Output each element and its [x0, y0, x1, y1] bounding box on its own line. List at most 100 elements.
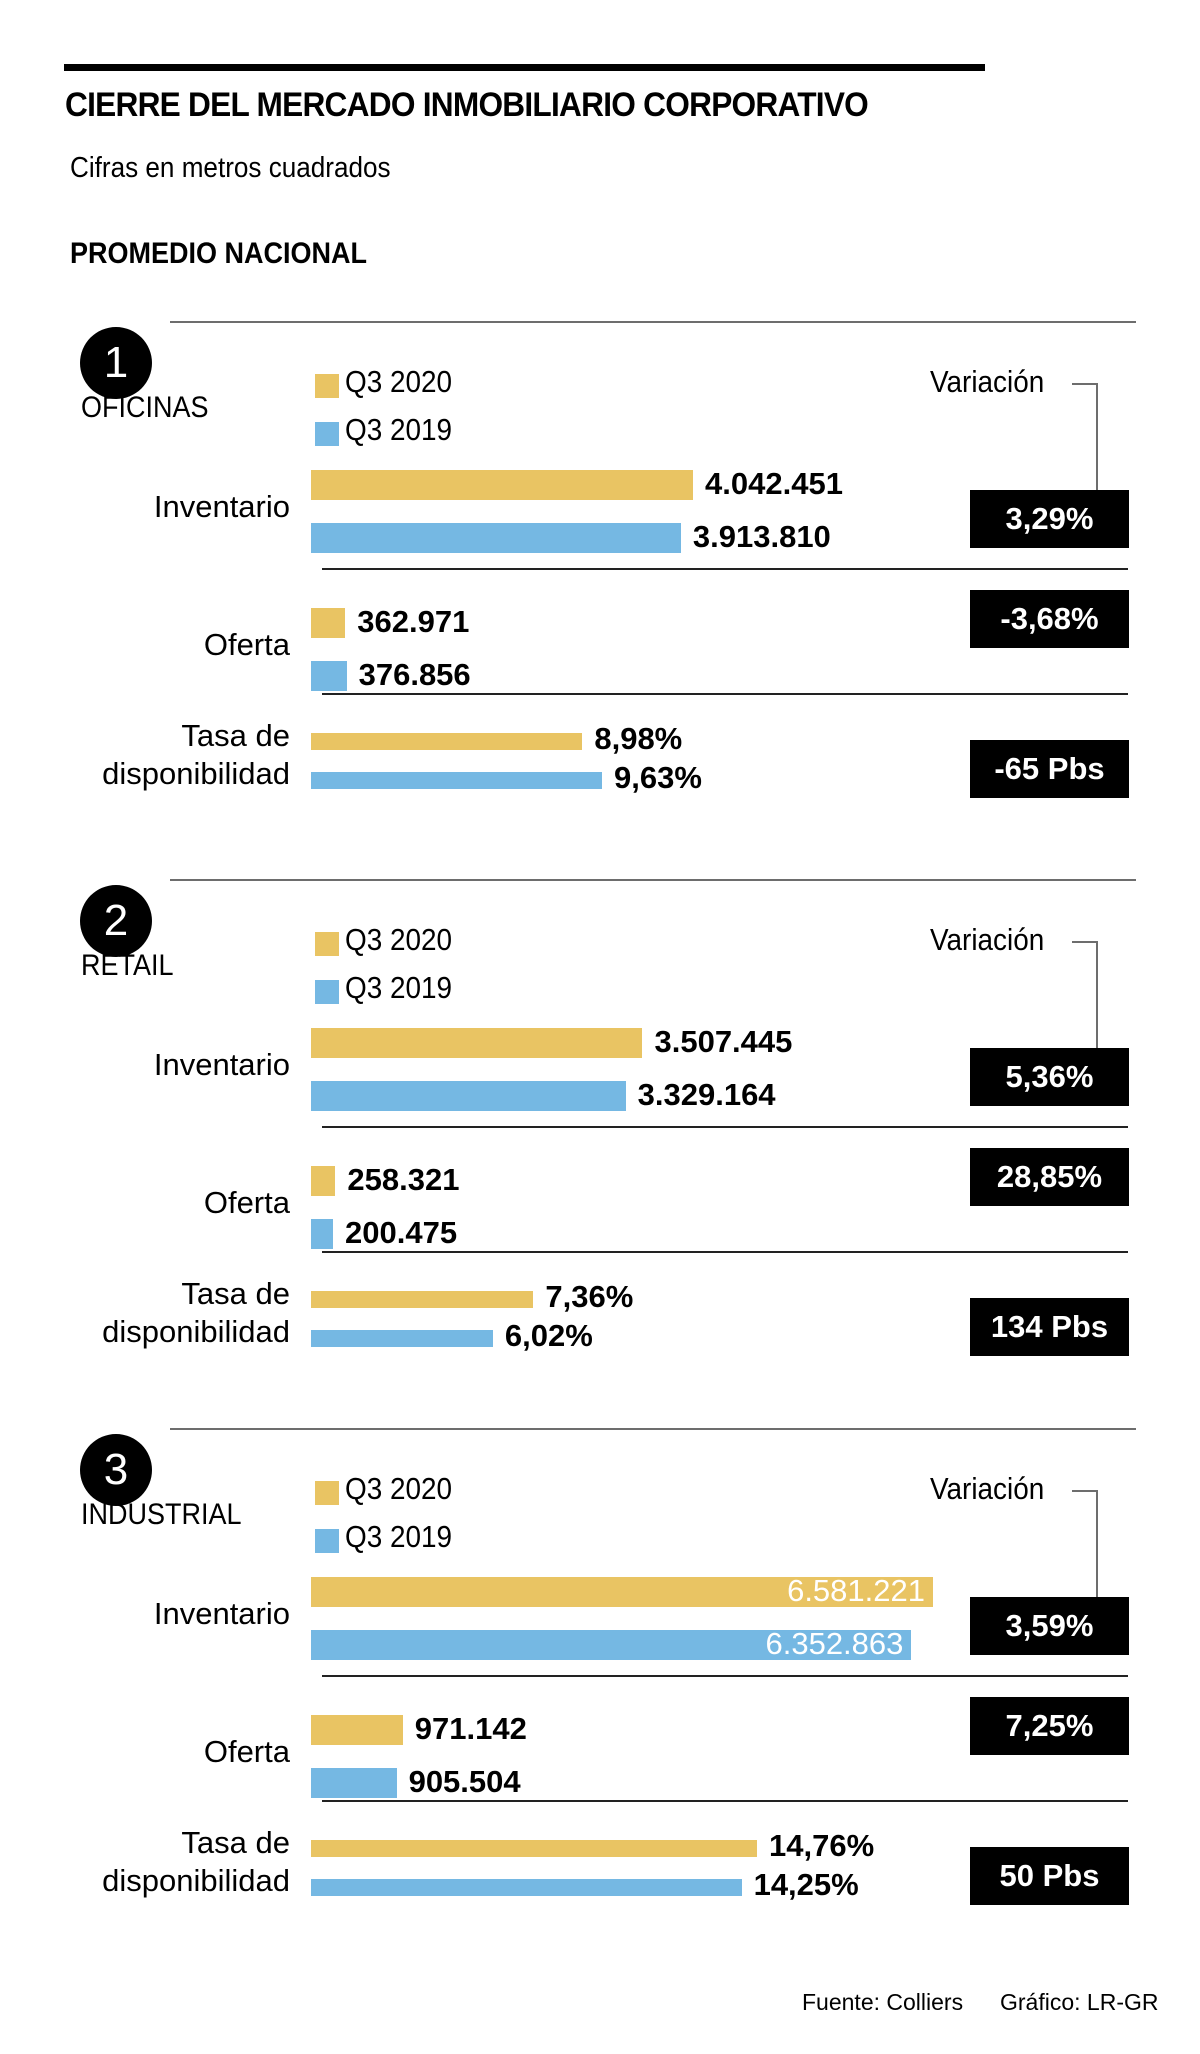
variation-badge: -65 Pbs [970, 740, 1129, 798]
row-divider [322, 1126, 1128, 1128]
bar-q3-2019 [311, 1768, 397, 1798]
bar-q3-2020 [311, 1291, 534, 1308]
row-label-line2: disponibilidad [102, 1863, 290, 1898]
chart-subtitle: Cifras en metros cuadrados [70, 152, 391, 184]
row-label: Oferta [203, 1185, 290, 1220]
row-divider [322, 1251, 1128, 1253]
variation-badge: 50 Pbs [970, 1847, 1129, 1905]
scope-heading: PROMEDIO NACIONAL [70, 237, 367, 270]
variation-badge: -3,68% [970, 590, 1129, 648]
bar-q3-2020 [311, 1840, 757, 1857]
row-label: Oferta [203, 627, 290, 662]
bar-q3-2019 [311, 523, 681, 553]
bar-q3-2019 [311, 1219, 333, 1249]
value-q3-2020: 4.042.451 [705, 466, 843, 501]
bar-q3-2019 [311, 1630, 912, 1660]
bar-q3-2019 [311, 1330, 493, 1347]
variation-badge: 134 Pbs [970, 1298, 1129, 1356]
value-q3-2019: 905.504 [408, 1764, 521, 1799]
row-label-line1: Tasa de [181, 1276, 290, 1311]
section-number-badge: 1 [80, 327, 152, 399]
bar-q3-2019 [311, 661, 347, 691]
credit-note: Gráfico: LR-GR [1000, 1989, 1159, 2015]
row-label-line2: disponibilidad [102, 1314, 290, 1349]
variation-badge: 3,29% [970, 490, 1129, 548]
value-q3-2020: 3.507.445 [654, 1024, 793, 1059]
bar-q3-2020 [311, 733, 583, 750]
value-q3-2020: 6.581.221 [787, 1573, 925, 1608]
variation-label: Variación [930, 922, 1045, 957]
bar-q3-2019 [311, 772, 602, 789]
legend-swatch-q3-2019 [315, 980, 339, 1004]
variation-connector-h [1072, 941, 1098, 943]
legend-label-q3-2020: Q3 2020 [345, 364, 453, 399]
legend-swatch-q3-2020 [315, 374, 339, 398]
variation-connector-h [1072, 1490, 1098, 1492]
legend-swatch-q3-2019 [315, 422, 339, 446]
bar-q3-2020 [311, 1028, 643, 1058]
value-q3-2020: 362.971 [357, 604, 470, 639]
value-q3-2020: 14,76% [769, 1828, 875, 1863]
row-label-line1: Tasa de [181, 718, 290, 753]
variation-badge: 28,85% [970, 1148, 1129, 1206]
value-q3-2020: 971.142 [414, 1711, 527, 1746]
row-label: Inventario [153, 1596, 290, 1631]
bar-q3-2020 [311, 470, 694, 500]
row-label: Tasa de disponibilidad [102, 1275, 290, 1351]
row-label-line2: disponibilidad [102, 756, 290, 791]
variation-label: Variación [930, 1471, 1045, 1506]
bar-q3-2019 [311, 1081, 626, 1111]
section-rule [170, 879, 1136, 881]
section-rule [170, 1428, 1136, 1430]
row-divider [322, 1800, 1128, 1802]
row-label: Inventario [153, 1047, 290, 1082]
variation-connector-v [1096, 383, 1098, 503]
value-q3-2019: 6,02% [504, 1318, 593, 1353]
variation-badge: 7,25% [970, 1697, 1129, 1755]
value-q3-2019: 200.475 [345, 1215, 458, 1250]
legend-swatch-q3-2020 [315, 1481, 339, 1505]
top-rule [64, 64, 985, 71]
chart-title: CIERRE DEL MERCADO INMOBILIARIO CORPORAT… [65, 86, 869, 124]
section-name: RETAIL [81, 949, 174, 982]
value-q3-2019: 6.352.863 [765, 1626, 904, 1661]
value-q3-2020: 8,98% [594, 721, 683, 756]
variation-connector-h [1072, 383, 1098, 385]
section-rule [170, 321, 1136, 323]
variation-connector-v [1096, 1490, 1098, 1610]
value-q3-2019: 3.913.810 [692, 519, 831, 554]
bar-q3-2020 [311, 1715, 403, 1745]
section-number-badge: 2 [80, 885, 152, 957]
section-name: OFICINAS [81, 391, 209, 424]
legend-swatch-q3-2019 [315, 1529, 339, 1553]
bar-q3-2020 [311, 608, 346, 638]
variation-badge: 3,59% [970, 1597, 1129, 1655]
bar-q3-2020 [311, 1577, 933, 1607]
variation-badge: 5,36% [970, 1048, 1129, 1106]
row-divider [322, 568, 1128, 570]
row-label: Inventario [153, 489, 290, 524]
legend-label-q3-2019: Q3 2019 [345, 412, 453, 447]
value-q3-2019: 3.329.164 [637, 1077, 776, 1112]
section-number-badge: 3 [80, 1434, 152, 1506]
row-divider [322, 1675, 1128, 1677]
value-q3-2019: 376.856 [358, 657, 471, 692]
row-divider [322, 693, 1128, 695]
value-q3-2020: 258.321 [347, 1162, 460, 1197]
value-q3-2019: 9,63% [613, 760, 702, 795]
legend-label-q3-2019: Q3 2019 [345, 1519, 453, 1554]
value-q3-2020: 7,36% [545, 1279, 634, 1314]
row-label: Tasa de disponibilidad [102, 1824, 290, 1900]
bar-q3-2019 [311, 1879, 742, 1896]
variation-connector-v [1096, 941, 1098, 1061]
row-label-line1: Tasa de [181, 1825, 290, 1860]
legend-label-q3-2019: Q3 2019 [345, 970, 453, 1005]
row-label: Tasa de disponibilidad [102, 717, 290, 793]
section-name: INDUSTRIAL [81, 1498, 242, 1531]
legend-label-q3-2020: Q3 2020 [345, 922, 453, 957]
source-note: Fuente: Colliers [802, 1989, 964, 2015]
row-label: Oferta [203, 1734, 290, 1769]
legend-swatch-q3-2020 [315, 932, 339, 956]
legend-label-q3-2020: Q3 2020 [345, 1471, 453, 1506]
variation-label: Variación [930, 364, 1045, 399]
